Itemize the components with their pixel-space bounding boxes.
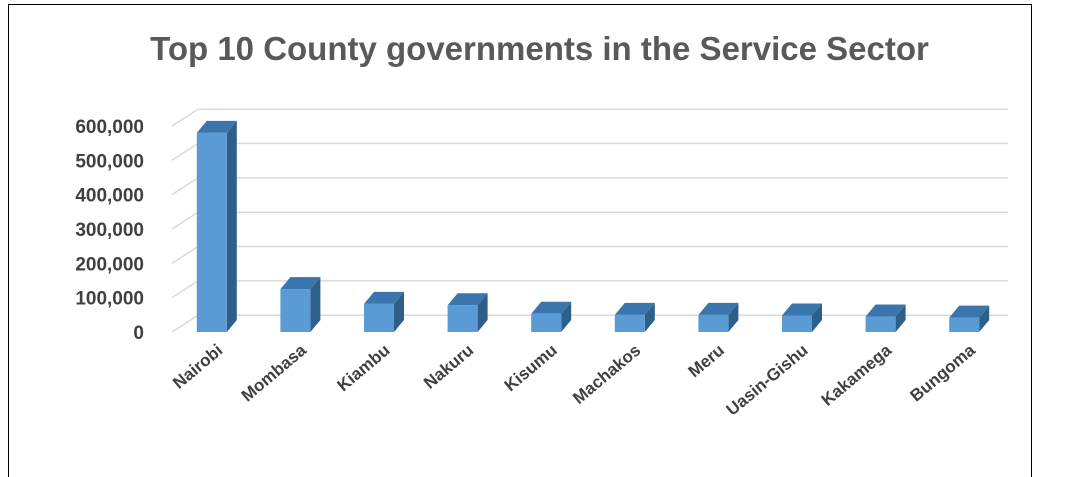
- bar-top: [865, 304, 906, 317]
- bar-top: [698, 302, 739, 315]
- bar-front: [280, 289, 311, 332]
- bar-side: [979, 305, 990, 332]
- bar-top: [531, 301, 572, 314]
- y-tick-label: 500,000: [75, 151, 144, 172]
- bar-top: [447, 293, 488, 306]
- x-tick-label: Kisumu: [501, 341, 561, 396]
- bar: [865, 304, 906, 332]
- gridline: [171, 245, 1008, 264]
- bar: [614, 302, 655, 332]
- bar-side: [812, 303, 822, 332]
- bar-front: [364, 303, 394, 332]
- x-tick-label: Nairobi: [169, 341, 226, 393]
- bar-top: [949, 305, 990, 318]
- bar-front: [614, 314, 645, 332]
- chart-title: Top 10 County governments in the Service…: [150, 30, 929, 67]
- bar-side: [226, 120, 237, 332]
- bar-side: [728, 302, 739, 332]
- gridline: [171, 177, 1008, 196]
- bar-front: [196, 132, 227, 332]
- y-tick-label: 0: [133, 323, 144, 344]
- bar: [782, 303, 822, 332]
- bar-front: [782, 315, 812, 332]
- bar: [280, 277, 321, 332]
- gridline: [171, 108, 1008, 127]
- bar-side: [477, 293, 488, 332]
- x-tick-label: Machakos: [569, 341, 644, 408]
- bar: [447, 293, 488, 332]
- bar-top: [614, 302, 655, 315]
- bar-front: [698, 314, 729, 332]
- x-tick-label: Nakuru: [420, 341, 477, 393]
- bar-side: [644, 302, 655, 332]
- bar-side: [310, 277, 321, 332]
- gridline: [171, 142, 1008, 161]
- x-axis-labels: Nairobi Mombasa Kiambu Nakuru Kisumu Machakos…: [169, 340, 979, 419]
- bar-front: [447, 305, 478, 332]
- x-tick-label: Mombasa: [238, 340, 311, 405]
- bar-side: [394, 291, 404, 332]
- x-tick-label: Uasin-Gishu: [723, 341, 812, 420]
- bar-front: [949, 317, 980, 332]
- bar-top: [196, 120, 237, 133]
- y-tick-label: 600,000: [75, 117, 144, 138]
- bar: [698, 302, 739, 332]
- y-tick-label: 200,000: [75, 254, 144, 275]
- bar: [196, 120, 237, 332]
- bar-side: [895, 304, 906, 332]
- bar-top: [364, 291, 404, 304]
- y-tick-label: 400,000: [75, 186, 144, 207]
- y-tick-label: 100,000: [75, 289, 144, 310]
- bar: [364, 291, 404, 332]
- y-axis-labels: 0 100,000 200,000 300,000 400,000 500,000 600,…: [75, 117, 144, 344]
- bar-top: [280, 277, 321, 290]
- bar-front: [531, 313, 562, 332]
- bar-side: [561, 301, 572, 332]
- x-tick-label: Meru: [685, 341, 728, 382]
- bar-top: [782, 303, 822, 316]
- x-tick-label: Bungoma: [907, 340, 980, 405]
- bar-front: [865, 316, 896, 332]
- gridline: [171, 211, 1008, 230]
- y-tick-label: 300,000: [75, 220, 144, 241]
- x-tick-label: Kakamega: [818, 340, 896, 410]
- chart-frame: [8, 4, 1032, 477]
- bar: [949, 305, 990, 332]
- x-tick-label: Kiambu: [334, 341, 394, 396]
- bars: [196, 120, 990, 332]
- bar: [531, 301, 572, 332]
